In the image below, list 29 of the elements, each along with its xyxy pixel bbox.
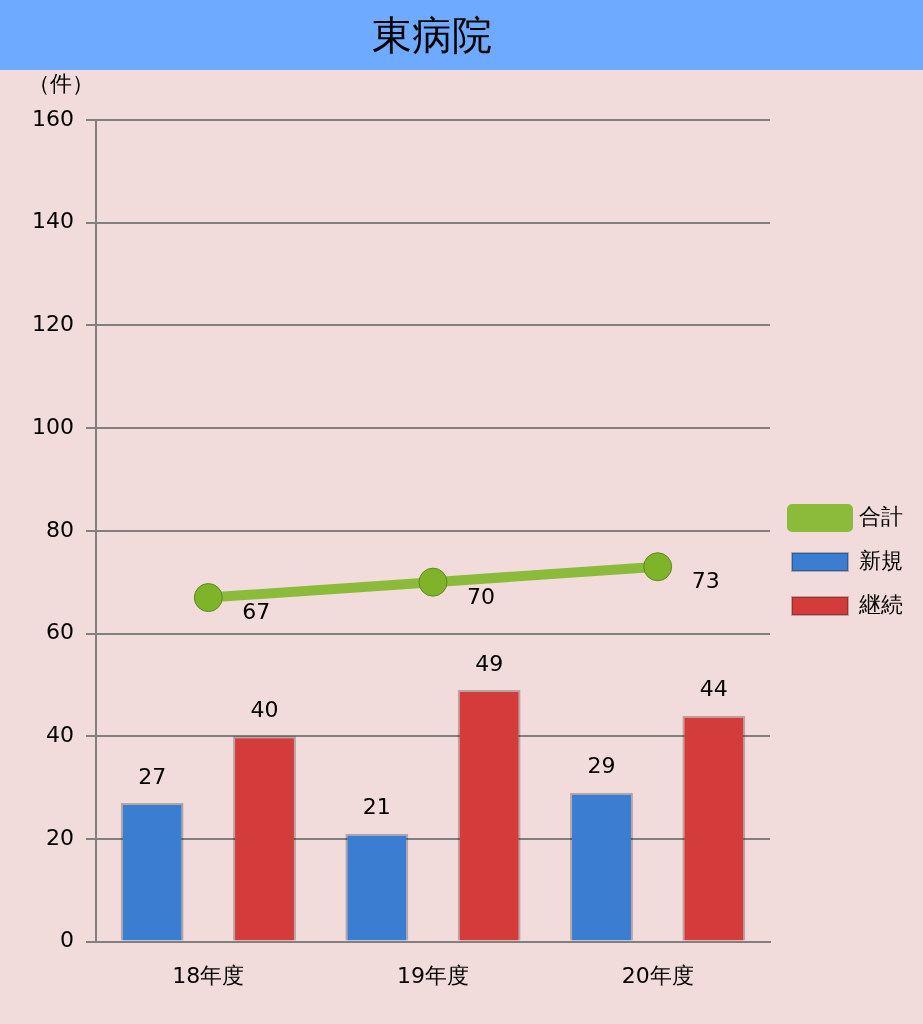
data-label: 67 [242, 599, 271, 625]
point [643, 552, 673, 582]
data-label: 40 [250, 696, 279, 722]
legend-label: 合計 [859, 503, 903, 529]
chart-title: 東病院 [0, 0, 923, 70]
x-tick-label: 20年度 [621, 962, 694, 988]
data-label: 73 [691, 568, 720, 594]
y-tick-label: 140 [31, 208, 74, 234]
y-tick-label: 120 [31, 311, 74, 337]
y-tick-label: 0 [59, 927, 74, 953]
x-tick-label: 19年度 [397, 962, 469, 988]
y-tick-label: 160 [31, 105, 74, 131]
y-tick-label: 60 [45, 619, 74, 645]
data-label: 21 [362, 794, 391, 820]
y-axis-title: （件） [28, 70, 94, 96]
legend-label: 新規 [859, 547, 903, 573]
data-label: 49 [475, 650, 504, 676]
x-tick-label: 18年度 [172, 962, 245, 988]
y-tick-label: 20 [45, 824, 74, 850]
y-tick-label: 100 [31, 413, 74, 439]
data-label: 29 [587, 753, 616, 779]
point [418, 567, 448, 597]
data-label: 44 [699, 676, 728, 702]
y-tick-label: 40 [45, 721, 74, 747]
data-label: 27 [138, 763, 167, 789]
point [193, 583, 223, 613]
y-tick-label: 80 [45, 516, 74, 542]
data-label: 70 [467, 583, 495, 609]
legend-label: 継続 [858, 591, 903, 617]
